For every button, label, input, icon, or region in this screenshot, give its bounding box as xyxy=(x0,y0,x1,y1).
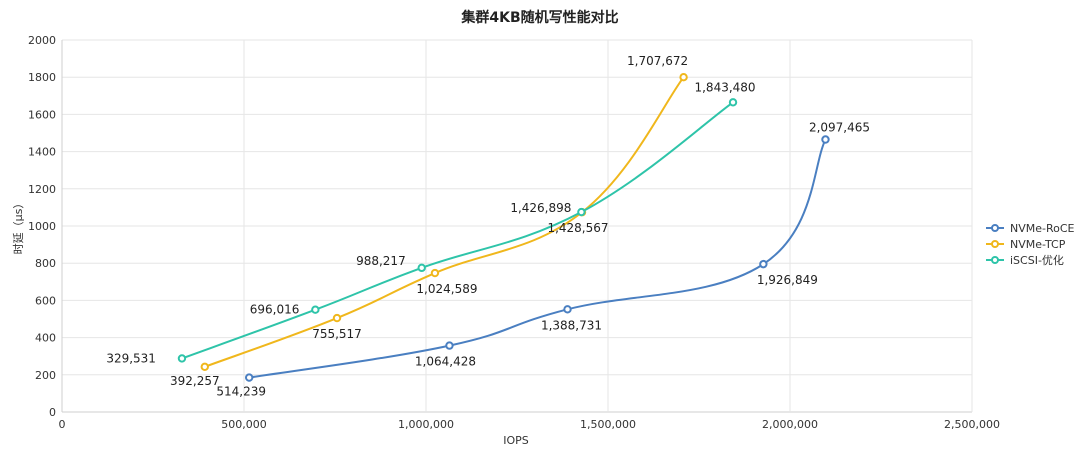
data-label: 2,097,465 xyxy=(809,121,870,135)
data-point[interactable] xyxy=(177,354,187,363)
y-tick-label: 1200 xyxy=(28,183,56,196)
x-axis-title: IOPS xyxy=(503,434,529,447)
y-tick-label: 2000 xyxy=(28,34,56,47)
data-label: 1,064,428 xyxy=(415,355,476,369)
data-label: 696,016 xyxy=(250,303,300,317)
legend-swatch-marker xyxy=(991,256,999,264)
series-line-0 xyxy=(249,139,827,379)
data-point[interactable] xyxy=(563,305,572,314)
series-group xyxy=(177,73,830,382)
data-point[interactable] xyxy=(445,341,454,350)
x-tick-label: 500,000 xyxy=(221,418,267,431)
y-tick-label: 1600 xyxy=(28,108,56,121)
data-label: 1,428,567 xyxy=(547,221,608,235)
grid xyxy=(61,39,973,413)
y-tick-label: 200 xyxy=(35,369,56,382)
x-tick-label: 1,500,000 xyxy=(580,418,636,431)
data-label: 1,388,731 xyxy=(541,318,602,332)
data-point[interactable] xyxy=(430,268,440,278)
data-point[interactable] xyxy=(417,263,426,273)
data-label: 392,257 xyxy=(170,374,220,388)
y-axis-title: 时延（µs） xyxy=(12,198,25,255)
x-tick-label: 2,000,000 xyxy=(762,418,818,431)
series-line-2 xyxy=(181,101,734,360)
legend-label: NVMe-TCP xyxy=(1010,238,1066,251)
data-label: 988,217 xyxy=(356,254,406,268)
y-tick-label: 1400 xyxy=(28,146,56,159)
data-label: 1,024,589 xyxy=(416,282,477,296)
axes: 0 200 400 600 800 1000 1200 1400 1600 1800 2000 0 50… xyxy=(28,34,1000,431)
data-label: 329,531 xyxy=(106,351,156,365)
data-labels: 514,239 1,064,428 1,388,731 1,926,849 2,097,… xyxy=(106,54,870,398)
x-tick-label: 2,500,000 xyxy=(944,418,1000,431)
x-tick-label: 0 xyxy=(59,418,66,431)
data-label: 1,926,849 xyxy=(757,273,818,287)
legend-label: NVMe-RoCE xyxy=(1010,222,1075,235)
y-tick-label: 1800 xyxy=(28,71,56,84)
data-point[interactable] xyxy=(244,373,254,382)
y-tick-label: 1000 xyxy=(28,220,56,233)
data-point[interactable] xyxy=(200,362,209,372)
data-point[interactable] xyxy=(728,98,738,107)
data-label: 514,239 xyxy=(216,385,266,399)
y-tick-label: 0 xyxy=(49,406,56,419)
data-label: 1,843,480 xyxy=(694,80,755,94)
y-tick-label: 600 xyxy=(35,294,56,307)
data-point[interactable] xyxy=(679,73,688,82)
data-label: 1,707,672 xyxy=(627,54,688,68)
y-tick-label: 400 xyxy=(35,332,56,345)
data-point[interactable] xyxy=(332,313,342,323)
series-line-1 xyxy=(204,76,685,368)
legend: NVMe-RoCE NVMe-TCP iSCSI-优化 xyxy=(986,222,1075,267)
x-tick-label: 1,000,000 xyxy=(398,418,454,431)
legend-swatch-marker xyxy=(991,224,999,232)
data-point[interactable] xyxy=(759,259,768,269)
y-tick-label: 800 xyxy=(35,257,56,270)
data-point[interactable] xyxy=(577,207,586,217)
legend-item-2[interactable]: iSCSI-优化 xyxy=(986,253,1064,267)
chart-title: 集群4KB随机写性能对比 xyxy=(460,9,618,26)
legend-label: iSCSI-优化 xyxy=(1010,253,1064,267)
data-point[interactable] xyxy=(311,305,320,314)
data-label: 1,426,898 xyxy=(510,201,571,215)
legend-item-1[interactable]: NVMe-TCP xyxy=(986,238,1066,251)
legend-item-0[interactable]: NVMe-RoCE xyxy=(986,222,1075,235)
legend-swatch-marker xyxy=(991,240,999,248)
data-label: 755,517 xyxy=(312,327,362,341)
data-point[interactable] xyxy=(821,135,830,144)
